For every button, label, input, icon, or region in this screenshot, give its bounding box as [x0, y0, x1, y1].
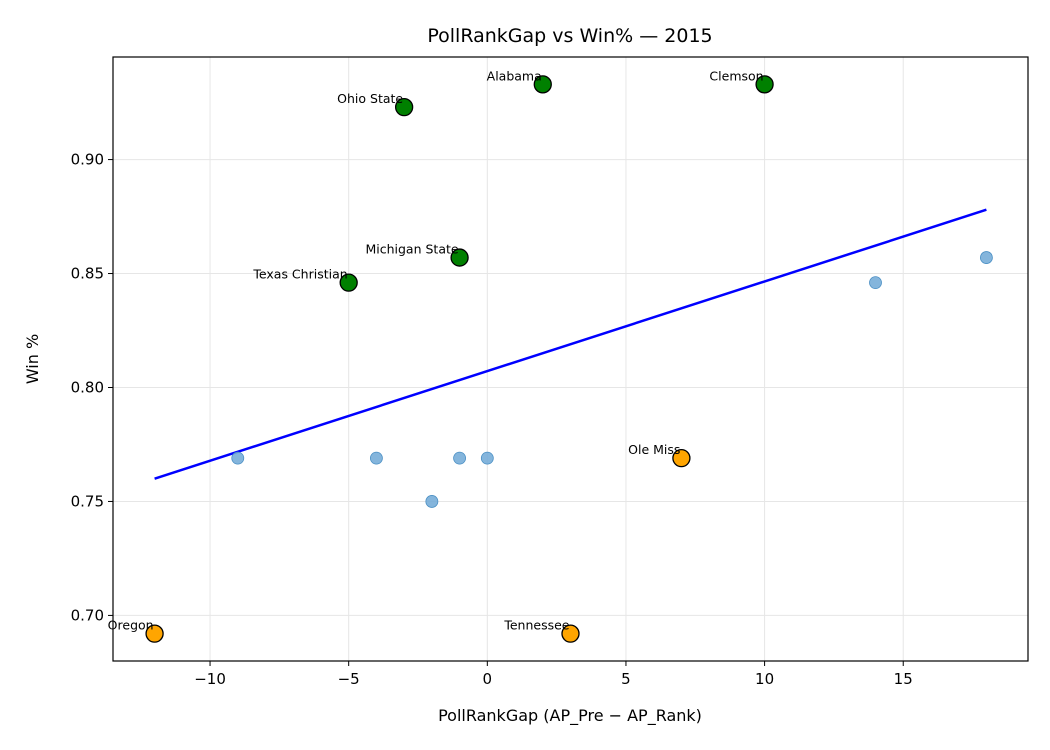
x-tick-label: −10 — [194, 670, 226, 688]
point-labels-layer: Ohio State Alabama Clemson Michigan State Te… — [108, 68, 764, 632]
top-team-label: Alabama — [487, 68, 542, 83]
x-tick-label: −5 — [338, 670, 360, 688]
x-tick-label: 15 — [894, 670, 913, 688]
x-tick-label: 0 — [483, 670, 493, 688]
points-layer — [145, 75, 993, 643]
data-point — [480, 451, 494, 465]
top-team-point — [450, 248, 469, 267]
x-tick-label: 5 — [621, 670, 631, 688]
low-team-label: Tennessee — [503, 618, 569, 633]
data-point — [980, 251, 993, 264]
top-team-label: Michigan State — [365, 242, 458, 257]
y-axis-label: Win % — [23, 334, 42, 384]
top-team-label: Ohio State — [337, 91, 403, 106]
plot-frame — [112, 56, 1029, 662]
data-point — [370, 451, 383, 465]
top-team-label: Clemson — [709, 68, 763, 83]
top-team-point — [339, 273, 358, 292]
trend-line-layer — [154, 208, 987, 480]
ticks-layer: −10 −5 0 5 10 15 0.70 0.75 0.80 0.85 0.90 — [71, 151, 913, 688]
y-tick-label: 0.90 — [71, 151, 104, 169]
top-team-point — [755, 75, 774, 94]
low-team-point — [561, 624, 580, 643]
top-team-point — [533, 75, 552, 94]
low-team-label: Ole Miss — [628, 442, 680, 457]
y-tick-label: 0.80 — [71, 378, 104, 396]
chart-title: PollRankGap vs Win% — 2015 — [427, 25, 712, 47]
low-team-point — [672, 448, 691, 468]
x-axis-label: PollRankGap (AP_Pre − AP_Rank) — [438, 706, 702, 726]
data-point — [425, 495, 439, 508]
y-tick-label: 0.85 — [71, 265, 104, 283]
trend-line — [154, 208, 987, 480]
y-tick-label: 0.75 — [71, 492, 104, 510]
top-team-label: Texas Christian — [252, 267, 347, 282]
top-team-point — [394, 97, 414, 117]
data-point — [231, 451, 245, 465]
data-point — [869, 276, 882, 290]
data-point — [453, 451, 466, 465]
x-tick-label: 10 — [755, 670, 774, 688]
grid — [113, 57, 1028, 661]
low-team-label: Oregon — [108, 618, 154, 633]
low-team-point — [145, 624, 164, 643]
y-tick-label: 0.70 — [71, 606, 104, 624]
